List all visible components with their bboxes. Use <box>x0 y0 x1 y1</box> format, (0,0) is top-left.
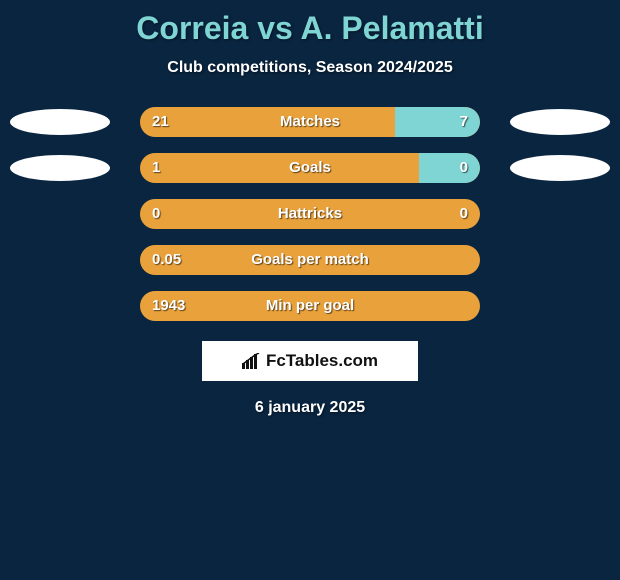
snapshot-date: 6 january 2025 <box>0 399 620 417</box>
stat-value-right: 0 <box>460 153 468 183</box>
stat-value-right: 0 <box>460 199 468 229</box>
stat-row-hattricks: 0 Hattricks 0 <box>0 199 620 229</box>
player-b-name: A. Pelamatti <box>301 10 484 46</box>
stat-value-right: 7 <box>460 107 468 137</box>
player-a-marker-icon <box>10 109 110 135</box>
player-a-name: Correia <box>136 10 248 46</box>
stats-container: 21 Matches 7 1 Goals 0 0 Hattricks 0 0.0… <box>0 107 620 321</box>
stat-label: Matches <box>140 107 480 137</box>
comparison-title: Correia vs A. Pelamatti <box>0 0 620 47</box>
vs-separator: vs <box>257 10 293 46</box>
stat-row-goals-per-match: 0.05 Goals per match <box>0 245 620 275</box>
player-b-marker-icon <box>510 109 610 135</box>
stat-label: Min per goal <box>140 291 480 321</box>
bar-chart-icon <box>242 353 262 374</box>
stat-row-goals: 1 Goals 0 <box>0 153 620 183</box>
season-subtitle: Club competitions, Season 2024/2025 <box>0 59 620 77</box>
stat-label: Goals per match <box>140 245 480 275</box>
stat-row-matches: 21 Matches 7 <box>0 107 620 137</box>
brand-logo: FcTables.com <box>202 341 418 381</box>
player-a-marker-icon <box>10 155 110 181</box>
stat-label: Goals <box>140 153 480 183</box>
brand-text: FcTables.com <box>266 351 378 371</box>
stat-row-min-per-goal: 1943 Min per goal <box>0 291 620 321</box>
player-b-marker-icon <box>510 155 610 181</box>
stat-label: Hattricks <box>140 199 480 229</box>
